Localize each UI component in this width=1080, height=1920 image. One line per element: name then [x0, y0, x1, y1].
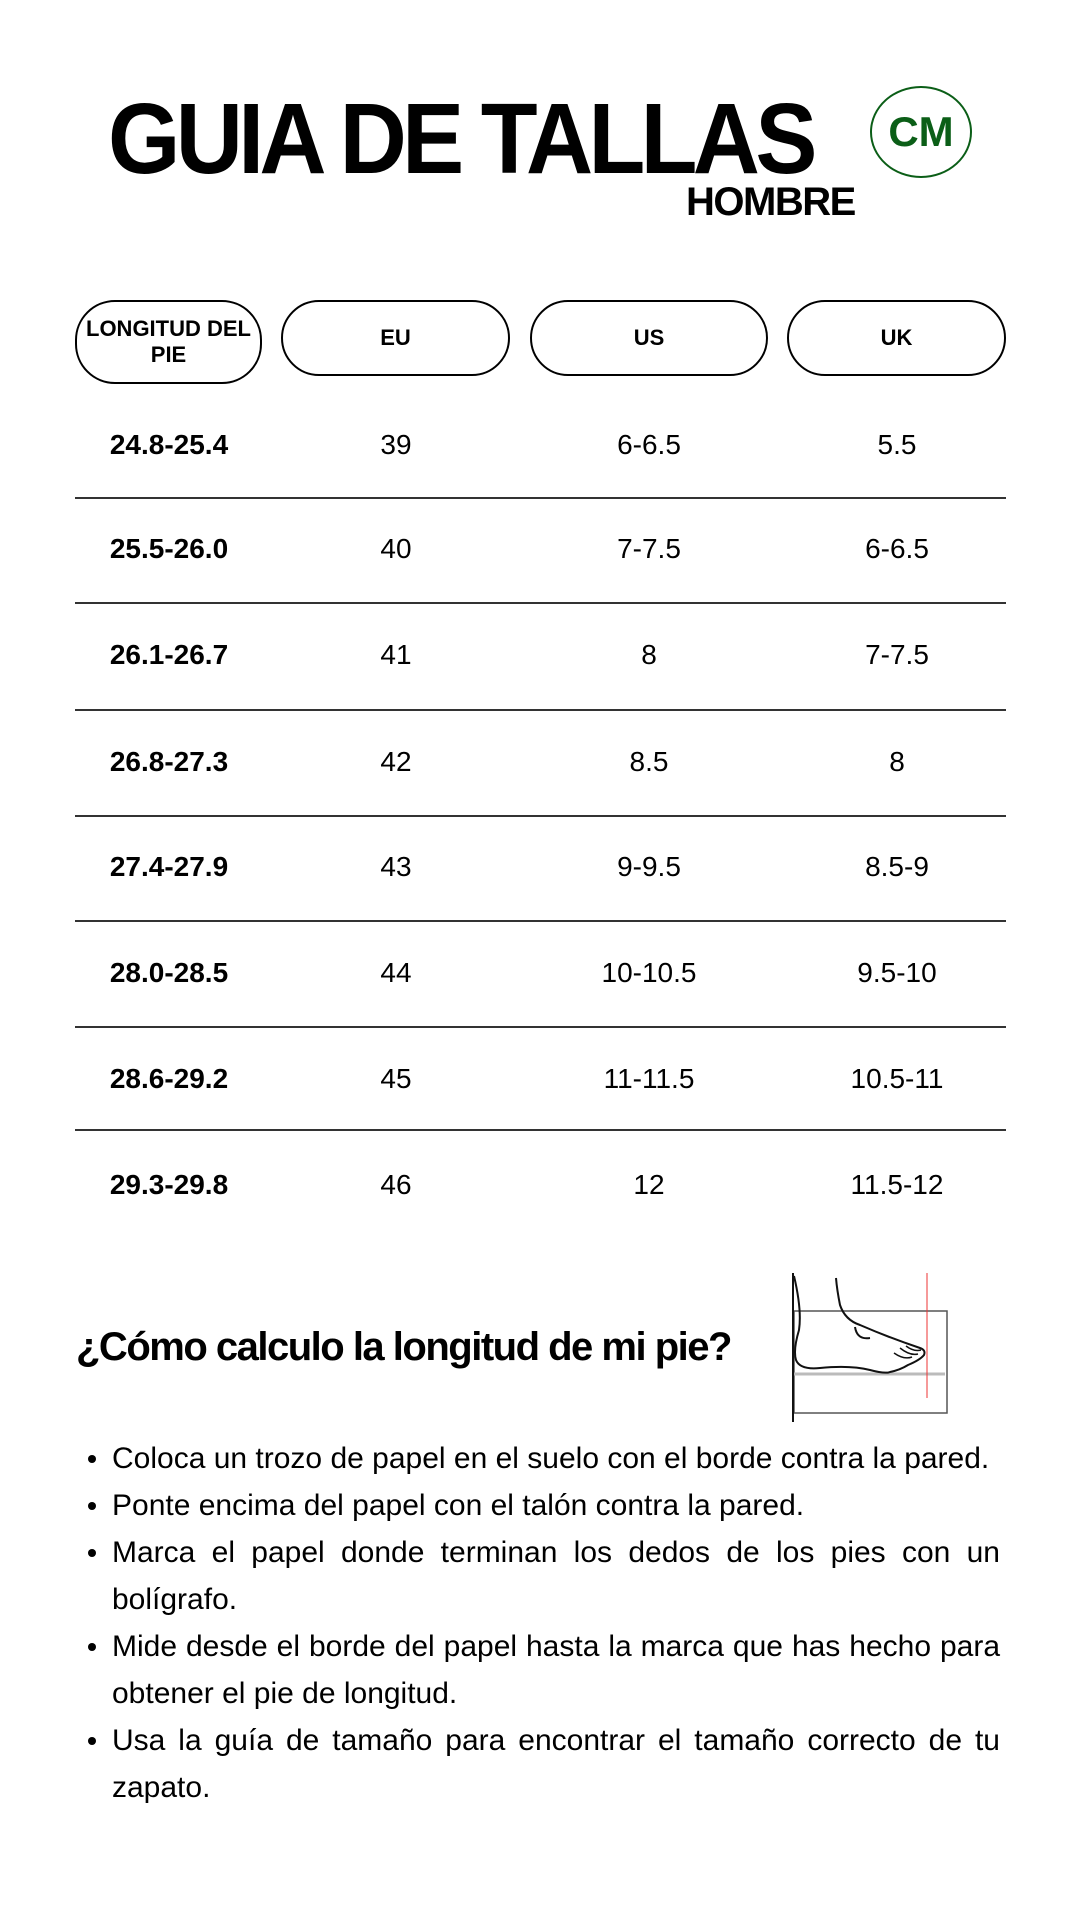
table-row: 24.8-25.4 39 6-6.5 5.5 [75, 392, 1006, 497]
page-subtitle: HOMBRE [686, 180, 856, 224]
page-title: GUIA DE TALLAS [108, 83, 817, 195]
list-item: Usa la guía de tamaño para encontrar el … [88, 1717, 1000, 1811]
cell-us: 10-10.5 [601, 956, 697, 988]
cell-uk: 6-6.5 [865, 532, 929, 564]
cell-uk: 11.5-12 [850, 1168, 944, 1200]
table-row: 26.1-26.7 41 8 7-7.5 [75, 602, 1006, 707]
cell-eu: 45 [380, 1062, 412, 1094]
row-divider [75, 815, 1006, 817]
table-row: 28.6-29.2 45 11-11.5 10.5-11 [75, 1026, 1006, 1131]
cell-eu: 43 [380, 850, 412, 882]
column-header-us: US [530, 300, 768, 376]
cell-uk: 10.5-11 [850, 1062, 944, 1094]
column-header-uk: UK [787, 300, 1006, 376]
cell-eu: 46 [380, 1168, 412, 1200]
list-item: Marca el papel donde terminan los dedos … [88, 1529, 1000, 1623]
row-divider [75, 602, 1006, 604]
table-row: 28.0-28.5 44 10-10.5 9.5-10 [75, 920, 1006, 1025]
cell-us: 12 [633, 1168, 665, 1200]
list-item: Coloca un trozo de papel en el suelo con… [88, 1435, 1000, 1482]
list-item: Ponte encima del papel con el talón cont… [88, 1482, 1000, 1529]
column-header-eu: EU [281, 300, 510, 376]
cell-foot-length: 29.3-29.8 [109, 1168, 229, 1200]
cell-uk: 8.5-9 [865, 850, 929, 882]
cell-uk: 9.5-10 [857, 956, 937, 988]
table-row: 27.4-27.9 43 9-9.5 8.5-9 [75, 814, 1006, 919]
cell-foot-length: 26.8-27.3 [109, 745, 229, 777]
howto-steps: Coloca un trozo de papel en el suelo con… [88, 1435, 1000, 1811]
cell-us: 7-7.5 [617, 532, 681, 564]
foot-measuring-icon [792, 1273, 948, 1422]
cell-eu: 40 [380, 532, 412, 564]
cell-eu: 44 [380, 956, 412, 988]
cell-uk: 7-7.5 [865, 638, 929, 670]
cell-foot-length: 27.4-27.9 [109, 850, 229, 882]
row-divider [75, 497, 1006, 499]
cell-eu: 39 [380, 428, 412, 460]
cell-us: 6-6.5 [617, 428, 681, 460]
cell-us: 8 [641, 638, 657, 670]
unit-badge: CM [870, 86, 972, 178]
cell-us: 9-9.5 [617, 850, 681, 882]
cell-foot-length: 26.1-26.7 [109, 638, 229, 670]
cell-foot-length: 28.0-28.5 [109, 956, 229, 988]
cell-eu: 42 [380, 745, 412, 777]
row-divider [75, 709, 1006, 711]
cell-eu: 41 [380, 638, 412, 670]
cell-uk: 8 [889, 745, 905, 777]
cell-uk: 5.5 [877, 428, 917, 460]
cell-foot-length: 28.6-29.2 [109, 1062, 229, 1094]
cell-foot-length: 24.8-25.4 [109, 428, 229, 460]
row-divider [75, 1129, 1006, 1131]
table-row: 29.3-29.8 46 12 11.5-12 [75, 1132, 1006, 1237]
cell-foot-length: 25.5-26.0 [109, 532, 229, 564]
table-row: 25.5-26.0 40 7-7.5 6-6.5 [75, 496, 1006, 601]
cell-us: 8.5 [629, 745, 669, 777]
row-divider [75, 920, 1006, 922]
list-item: Mide desde el borde del papel hasta la m… [88, 1623, 1000, 1717]
column-header-foot-length: LONGITUD DEL PIE [75, 300, 262, 384]
cell-us: 11-11.5 [603, 1062, 695, 1094]
table-row: 26.8-27.3 42 8.5 8 [75, 709, 1006, 814]
howto-heading: ¿Cómo calculo la longitud de mi pie? [76, 1325, 732, 1369]
row-divider [75, 1026, 1006, 1028]
